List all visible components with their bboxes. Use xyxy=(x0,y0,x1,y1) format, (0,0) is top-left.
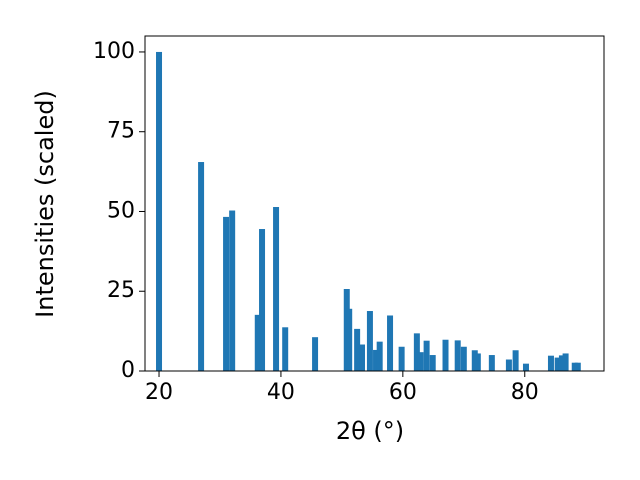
plot-frame xyxy=(144,35,605,372)
bar xyxy=(387,315,394,371)
bar xyxy=(554,357,561,371)
bar xyxy=(413,333,420,371)
x-tick-label: 20 xyxy=(145,380,173,405)
bar xyxy=(354,328,361,371)
bar xyxy=(417,352,424,371)
bar xyxy=(460,346,467,371)
bar xyxy=(359,344,366,371)
bar xyxy=(429,355,436,371)
x-axis-label: 2θ (°) xyxy=(336,417,404,445)
bar xyxy=(558,355,565,371)
y-tick-label: 100 xyxy=(93,39,135,64)
bar xyxy=(562,353,569,371)
bar xyxy=(571,362,578,371)
bar xyxy=(229,210,236,371)
x-tick-label: 80 xyxy=(511,380,539,405)
bar xyxy=(547,355,554,371)
y-axis-label: Intensities (scaled) xyxy=(31,90,59,318)
bar xyxy=(454,340,461,371)
bar xyxy=(512,350,519,371)
bar xyxy=(223,216,230,371)
bar xyxy=(198,162,205,371)
bar xyxy=(398,346,405,371)
bar xyxy=(505,359,512,371)
bar xyxy=(474,353,481,371)
y-tick-label: 50 xyxy=(107,198,135,223)
bar xyxy=(156,51,163,371)
bar xyxy=(373,349,380,371)
bar xyxy=(254,314,261,371)
bar xyxy=(259,229,266,371)
bar xyxy=(471,350,478,371)
x-tick-label: 40 xyxy=(267,380,295,405)
bar xyxy=(574,362,581,371)
bar xyxy=(366,311,373,371)
bar xyxy=(376,341,383,371)
bar xyxy=(312,337,319,371)
bar xyxy=(346,308,353,371)
bar xyxy=(522,363,529,371)
bar xyxy=(423,340,430,371)
y-tick-label: 0 xyxy=(121,358,135,383)
bar xyxy=(442,339,449,371)
x-tick-label: 60 xyxy=(389,380,417,405)
y-tick-label: 25 xyxy=(107,278,135,303)
bar xyxy=(488,355,495,371)
y-tick-label: 75 xyxy=(107,119,135,144)
bar xyxy=(282,327,289,371)
bar xyxy=(273,207,280,371)
